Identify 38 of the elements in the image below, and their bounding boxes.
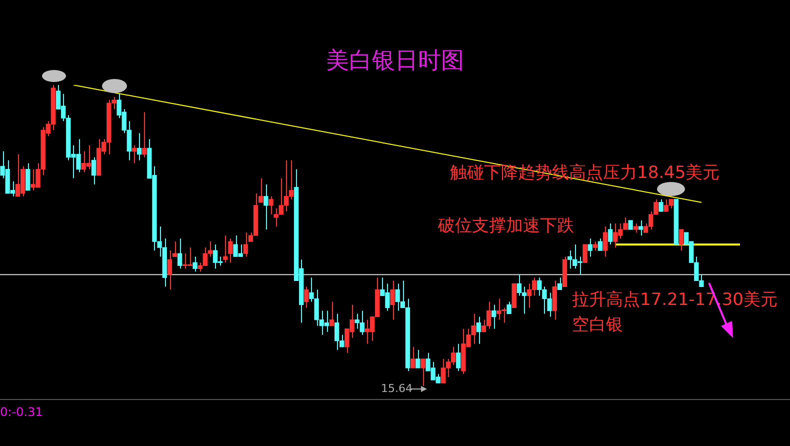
candlestick [602,226,608,258]
text: 0:-0.31 [0,404,43,420]
candlestick [582,244,588,264]
candlestick [506,301,512,314]
candlestick [658,198,664,212]
candlestick [177,238,182,270]
ref-line-label: 破位支撑加速下跌 [438,216,574,237]
candlestick [638,220,644,236]
candlestick [633,222,638,233]
candlestick [136,132,142,161]
candlestick [304,286,309,308]
candlestick [678,228,684,252]
candlestick [420,358,426,386]
candlestick [588,238,592,258]
annotation: 15.64 [381,381,412,396]
candlestick [410,346,416,368]
candlestick [264,184,268,230]
candlestick [416,349,420,368]
candlestick [26,162,30,191]
candlestick [476,316,481,344]
candlestick [132,144,137,164]
candlestick [456,343,461,372]
candlestick [258,178,264,203]
candlestick [142,112,147,158]
candlestick [598,238,603,252]
candlestick [390,280,395,320]
candlestick [491,304,496,330]
candlestick [329,301,334,326]
candlestick [228,238,233,264]
candlestick [557,277,562,290]
chart-title: 美白银日时图 [325,47,465,76]
candlestick [91,156,96,185]
candlestick [192,256,198,272]
candlestick [608,222,613,246]
candlestick [628,220,633,230]
annotation: 空白银 [572,315,623,336]
candlestick [223,235,228,264]
candlestick [592,241,598,252]
